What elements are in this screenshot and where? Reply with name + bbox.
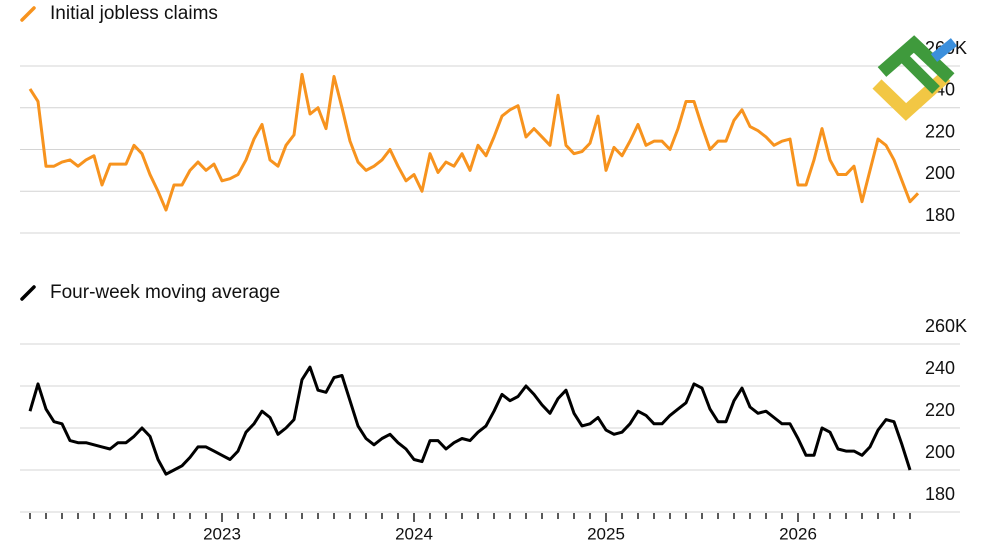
x-tick-label: 2026 <box>779 524 817 543</box>
y-tick-label: 260K <box>925 316 967 336</box>
logo-green-bar <box>900 54 940 94</box>
y-tick-label: 180 <box>925 484 955 504</box>
legend-icon <box>20 6 36 22</box>
y-tick-label: 200 <box>925 442 955 462</box>
y-tick-label: 220 <box>925 400 955 420</box>
logo-yellow <box>872 71 951 121</box>
x-tick-label: 2023 <box>203 524 241 543</box>
series-line <box>28 365 912 476</box>
x-tick-label: 2025 <box>587 524 625 543</box>
logo <box>872 35 958 121</box>
legend-label: Initial jobless claims <box>50 3 218 24</box>
legend-icon <box>20 285 36 301</box>
x-tick-label: 2024 <box>395 524 433 543</box>
y-tick-label: 180 <box>925 205 955 225</box>
y-tick-label: 240 <box>925 358 955 378</box>
y-tick-label: 200 <box>925 163 955 183</box>
y-tick-label: 220 <box>925 121 955 141</box>
legend-label: Four-week moving average <box>50 282 280 303</box>
logo-green <box>877 35 955 83</box>
logo-blue <box>930 38 958 62</box>
series-line <box>28 72 920 212</box>
